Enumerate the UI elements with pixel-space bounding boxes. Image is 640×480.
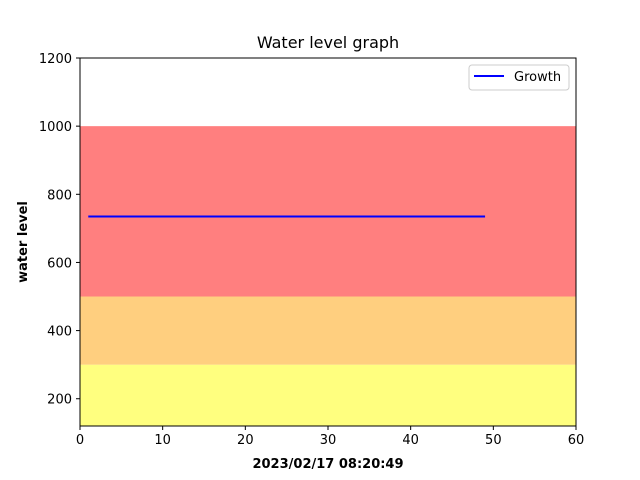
x-tick-label: 0	[76, 433, 84, 448]
x-axis-label: 2023/02/17 08:20:49	[252, 457, 403, 472]
x-tick-label: 20	[237, 433, 254, 448]
band-0	[80, 364, 576, 426]
threshold-bands	[80, 126, 576, 426]
y-tick-label: 600	[47, 256, 72, 271]
chart-title: Water level graph	[257, 33, 399, 52]
y-tick-label: 200	[47, 393, 72, 408]
legend-label-growth: Growth	[514, 70, 561, 85]
legend-box	[468, 64, 570, 91]
y-axis-ticks: 200 400 600 800 1000 1200	[39, 52, 80, 408]
y-tick-label: 1000	[39, 120, 72, 135]
band-2	[80, 126, 576, 297]
x-tick-label: 60	[568, 433, 585, 448]
x-tick-label: 50	[485, 433, 502, 448]
y-tick-label: 800	[47, 188, 72, 203]
x-axis-ticks: 0 10 20 30 40 50 60	[76, 426, 584, 448]
y-tick-label: 1200	[39, 52, 72, 67]
band-1	[80, 296, 576, 365]
legend: Growth	[468, 64, 570, 91]
x-tick-label: 40	[402, 433, 419, 448]
x-tick-label: 10	[154, 433, 171, 448]
x-tick-label: 30	[320, 433, 337, 448]
y-axis-label: water level	[16, 201, 31, 283]
y-tick-label: 400	[47, 325, 72, 340]
